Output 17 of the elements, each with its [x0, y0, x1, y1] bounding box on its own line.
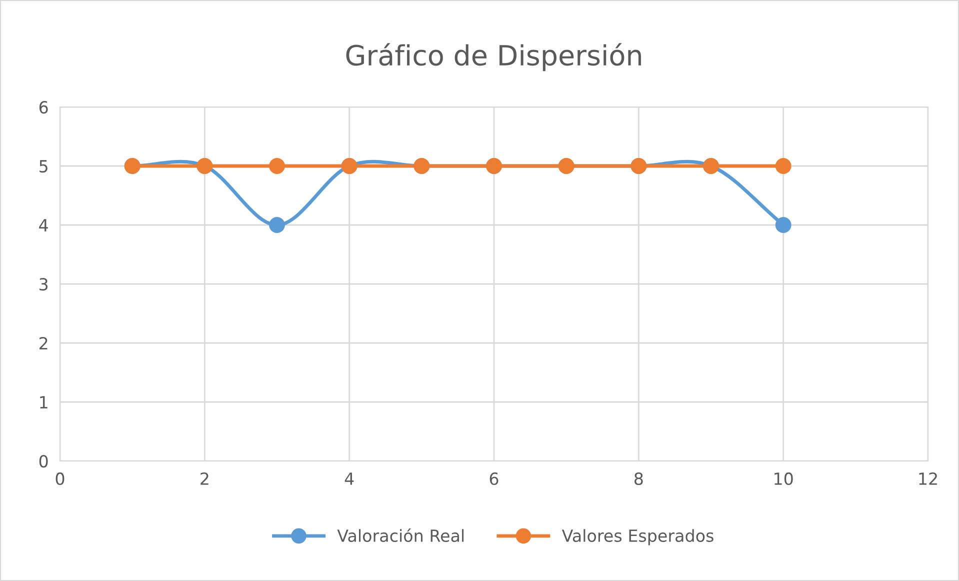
y-tick-label: 3 [40, 278, 48, 291]
x-tick-label: 2 [200, 472, 208, 485]
legend-label: Valores Esperados [562, 529, 714, 546]
legend-label: Valoración Real [337, 528, 464, 542]
x-tick-label: 12 [919, 472, 937, 485]
x-tick-label: 10 [774, 472, 793, 486]
y-tick-label: 6 [39, 100, 48, 114]
y-tick-label: 4 [39, 219, 48, 232]
x-tick-label: 6 [490, 472, 498, 486]
y-tick-label: 5 [40, 160, 48, 173]
y-tick-label: 2 [40, 336, 48, 350]
y-tick-label: 1 [40, 396, 48, 408]
x-tick-label: 8 [634, 472, 643, 486]
y-tick-label: 0 [39, 454, 48, 468]
x-tick-label: 4 [344, 472, 354, 485]
x-tick-label: 0 [56, 472, 64, 486]
chart-title: Gráfico de Dispersión [346, 43, 641, 72]
